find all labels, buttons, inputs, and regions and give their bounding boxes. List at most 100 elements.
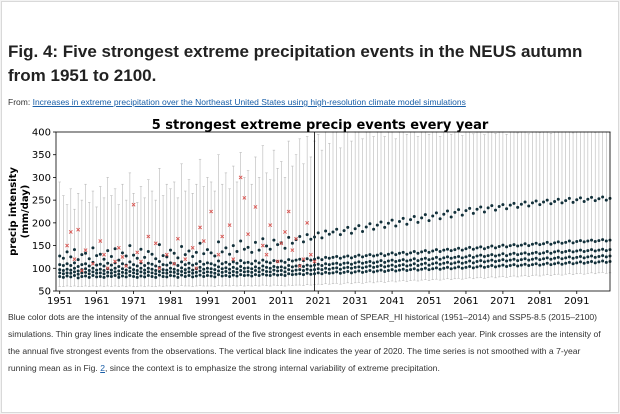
observed-cross <box>231 257 236 262</box>
mean-dot <box>405 264 409 268</box>
mean-dot <box>553 262 557 266</box>
mean-dot <box>597 197 601 201</box>
mean-dot <box>217 259 221 263</box>
observed-cross <box>113 259 118 264</box>
mean-dot <box>361 229 365 233</box>
mean-dot <box>453 248 457 252</box>
mean-dot <box>327 267 331 271</box>
mean-dot <box>604 255 608 259</box>
mean-dot <box>202 274 206 278</box>
mean-dot <box>250 262 254 266</box>
mean-dot <box>301 273 305 277</box>
observed-cross <box>286 209 291 214</box>
mean-dot <box>590 254 594 258</box>
mean-dot <box>357 265 361 269</box>
mean-dot <box>209 262 213 266</box>
mean-dot <box>276 273 280 277</box>
observed-cross <box>264 252 269 257</box>
mean-dot <box>135 264 139 268</box>
mean-dot <box>305 233 309 237</box>
precip-chart: 5 strongest extreme precip events every … <box>8 118 612 307</box>
mean-dot <box>501 252 505 256</box>
mean-dot <box>272 259 276 263</box>
mean-dot <box>482 265 486 269</box>
mean-dot <box>261 272 265 276</box>
mean-dot <box>87 269 91 273</box>
mean-dot <box>512 263 516 267</box>
mean-dot <box>342 229 346 233</box>
mean-dot <box>534 241 538 245</box>
mean-dot <box>383 269 387 273</box>
y-tick-label: 100 <box>32 264 51 275</box>
mean-dot <box>390 263 394 267</box>
mean-dot <box>490 264 494 268</box>
mean-dot <box>276 269 280 273</box>
x-tick-label: 2021 <box>306 296 331 307</box>
mean-dot <box>464 265 468 269</box>
mean-dot <box>604 198 608 202</box>
mean-dot <box>113 274 117 278</box>
mean-dot <box>571 241 575 245</box>
mean-dot <box>265 273 269 277</box>
mean-dot <box>346 269 350 273</box>
observed-cross <box>76 227 81 232</box>
mean-dot <box>420 262 424 266</box>
mean-dot <box>187 274 191 278</box>
mean-dot <box>401 267 405 271</box>
mean-dot <box>106 249 110 253</box>
mean-dot <box>438 249 442 253</box>
y-tick-label: 400 <box>32 128 51 139</box>
plot-frame <box>55 131 611 292</box>
y-tick-label: 300 <box>32 173 51 184</box>
mean-dot <box>438 217 442 221</box>
mean-dot <box>316 271 320 275</box>
mean-dot <box>165 275 169 279</box>
mean-dot <box>168 261 172 265</box>
source-article-link[interactable]: Increases in extreme precipitation over … <box>32 97 466 107</box>
mean-dot <box>590 195 594 199</box>
mean-dot <box>372 265 376 269</box>
mean-dot <box>117 264 121 268</box>
caption-fig-link[interactable]: 2 <box>100 363 105 373</box>
mean-dot <box>427 250 431 254</box>
mean-dot <box>364 254 368 258</box>
mean-dot <box>150 252 154 256</box>
mean-dot <box>586 249 590 253</box>
mean-dot <box>457 265 461 269</box>
mean-dot <box>324 229 328 233</box>
mean-dot <box>257 266 261 270</box>
mean-dot <box>139 247 143 251</box>
mean-dot <box>527 204 531 208</box>
mean-dot <box>538 203 542 207</box>
mean-dot <box>516 244 520 248</box>
x-tick-label: 1991 <box>195 296 220 307</box>
mean-dot <box>368 253 372 257</box>
mean-dot <box>135 256 139 260</box>
mean-dot <box>601 254 605 258</box>
mean-dot <box>394 269 398 273</box>
mean-dot <box>202 267 206 271</box>
mean-dot <box>567 255 571 259</box>
mean-dot <box>530 242 534 246</box>
mean-dot <box>338 267 342 271</box>
mean-dot <box>538 258 542 262</box>
mean-dot <box>575 198 579 202</box>
mean-dot <box>335 254 339 258</box>
mean-dot <box>135 272 139 276</box>
mean-dot <box>239 273 243 277</box>
mean-dot <box>327 256 331 260</box>
mean-dot <box>250 267 254 271</box>
mean-dot <box>250 250 254 254</box>
mean-dot <box>98 267 102 271</box>
mean-dot <box>91 274 95 278</box>
mean-dot <box>95 275 99 279</box>
mean-dot <box>571 200 575 204</box>
mean-dot <box>468 245 472 249</box>
observed-cross <box>146 234 151 239</box>
mean-dot <box>372 254 376 258</box>
mean-dot <box>567 239 571 243</box>
mean-dot <box>482 254 486 258</box>
mean-dot <box>301 269 305 273</box>
mean-dot <box>523 262 527 266</box>
mean-dot <box>590 259 594 263</box>
